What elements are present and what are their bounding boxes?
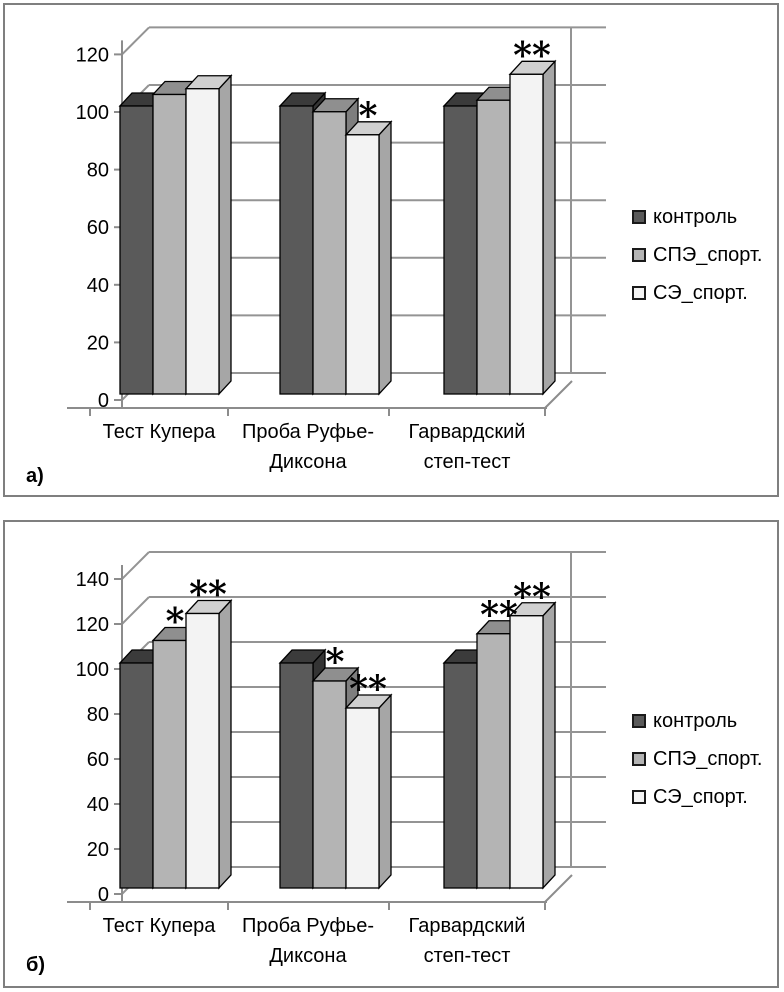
bar-front-s1-c2	[476, 633, 511, 889]
chart-panel-a: а) 0 20 40 60 80 100 120 * ** Тест Купера Проба Ру…	[3, 3, 779, 497]
significance-marker: **	[513, 34, 551, 76]
bar-front-s1-c0	[152, 639, 187, 889]
legend: контроль СПЭ_спорт. СЭ_спорт.	[632, 198, 762, 312]
significance-marker: *	[166, 601, 185, 643]
legend-swatch-1	[632, 752, 646, 766]
legend-swatch-2	[632, 790, 646, 804]
bar-front-s2-c2	[509, 615, 544, 889]
legend-swatch-0	[632, 210, 646, 224]
bar-front-s1-c1	[312, 111, 347, 395]
legend-item-1: СПЭ_спорт.	[632, 236, 762, 274]
y-tick-label: 0	[98, 884, 109, 906]
y-tick-label: 80	[87, 160, 109, 182]
significance-marker: **	[480, 594, 518, 636]
legend-label-1: СПЭ_спорт.	[653, 747, 763, 770]
category-label: Гарвардский	[409, 421, 526, 443]
legend-item-2: СЭ_спорт.	[632, 274, 762, 312]
y-tick-label: 100	[76, 659, 109, 681]
bar-front-s2-c2	[509, 73, 544, 395]
y-gridline-diagonal	[121, 551, 150, 580]
category-label: степ-тест	[424, 945, 511, 967]
category-label: Тест Купера	[103, 421, 217, 443]
category-label: Проба Руфье-	[242, 421, 374, 443]
bar-front-s0-c2	[443, 105, 478, 395]
legend-swatch-0	[632, 714, 646, 728]
floor-right-diagonal	[544, 380, 573, 409]
y-tick-label: 60	[87, 749, 109, 771]
y-tick-label: 40	[87, 275, 109, 297]
category-label: Проба Руфье-	[242, 915, 374, 937]
category-label: степ-тест	[424, 451, 511, 473]
panel-label: б)	[26, 954, 46, 976]
bar-front-s0-c2	[443, 662, 478, 889]
significance-marker: *	[359, 95, 378, 137]
bar-front-s2-c1	[345, 707, 380, 889]
legend-label-0: контроль	[653, 205, 738, 228]
legend-item-0: контроль	[632, 198, 762, 236]
y-tick-label: 80	[87, 704, 109, 726]
y-tick-label: 120	[76, 614, 109, 636]
bar-front-s2-c1	[345, 134, 380, 395]
legend-item-0: контроль	[632, 702, 762, 740]
y-tick-label: 120	[76, 44, 109, 66]
category-label: Диксона	[269, 451, 347, 473]
y-tick-label: 20	[87, 839, 109, 861]
bar-front-s0-c0	[119, 105, 154, 395]
y-tick-label: 60	[87, 217, 109, 239]
bar-front-s0-c0	[119, 662, 154, 889]
bar-side-s2-c1	[378, 693, 392, 890]
bar-side-s2-c1	[378, 120, 392, 396]
bar-side-s2-c0	[218, 598, 232, 890]
significance-marker: *	[326, 641, 345, 683]
bar-side-s2-c2	[542, 59, 556, 396]
category-label: Диксона	[269, 945, 347, 967]
legend-item-2: СЭ_спорт.	[632, 778, 762, 816]
category-label: Гарвардский	[409, 915, 526, 937]
legend-label-0: контроль	[653, 709, 738, 732]
bar-side-s2-c2	[542, 601, 556, 890]
bar-front-s2-c0	[185, 88, 220, 395]
bar-front-s1-c2	[476, 99, 511, 395]
significance-marker: **	[349, 668, 387, 710]
y-gridline-diagonal	[121, 26, 150, 56]
legend-item-1: СПЭ_спорт.	[632, 740, 762, 778]
significance-marker: **	[189, 574, 227, 616]
legend-label-2: СЭ_спорт.	[653, 281, 748, 304]
y-gridline-diagonal	[121, 596, 150, 625]
legend-swatch-2	[632, 286, 646, 300]
bar-front-s1-c1	[312, 680, 347, 889]
bar-front-s0-c1	[279, 662, 314, 889]
bar-front-s0-c1	[279, 105, 314, 395]
legend-label-2: СЭ_спорт.	[653, 785, 748, 808]
y-tick-label: 20	[87, 332, 109, 354]
y-tick-label: 40	[87, 794, 109, 816]
legend-swatch-1	[632, 248, 646, 262]
bar-front-s2-c0	[185, 612, 220, 889]
y-tick-label: 140	[76, 569, 109, 591]
y-tick-label: 100	[76, 102, 109, 124]
chart-panel-b: б) 0 20 40 60 80 100 120 140 * * ** ** ** ** Тест Купе…	[3, 520, 779, 988]
significance-marker: **	[513, 576, 551, 618]
y-tick-label: 0	[98, 390, 109, 412]
legend: контроль СПЭ_спорт. СЭ_спорт.	[632, 702, 762, 816]
bar-side-s2-c0	[218, 74, 232, 396]
bar-front-s1-c0	[152, 93, 187, 395]
floor-right-diagonal	[544, 874, 573, 903]
category-label: Тест Купера	[103, 915, 217, 937]
panel-label: а)	[26, 465, 44, 487]
legend-label-1: СПЭ_спорт.	[653, 243, 763, 266]
